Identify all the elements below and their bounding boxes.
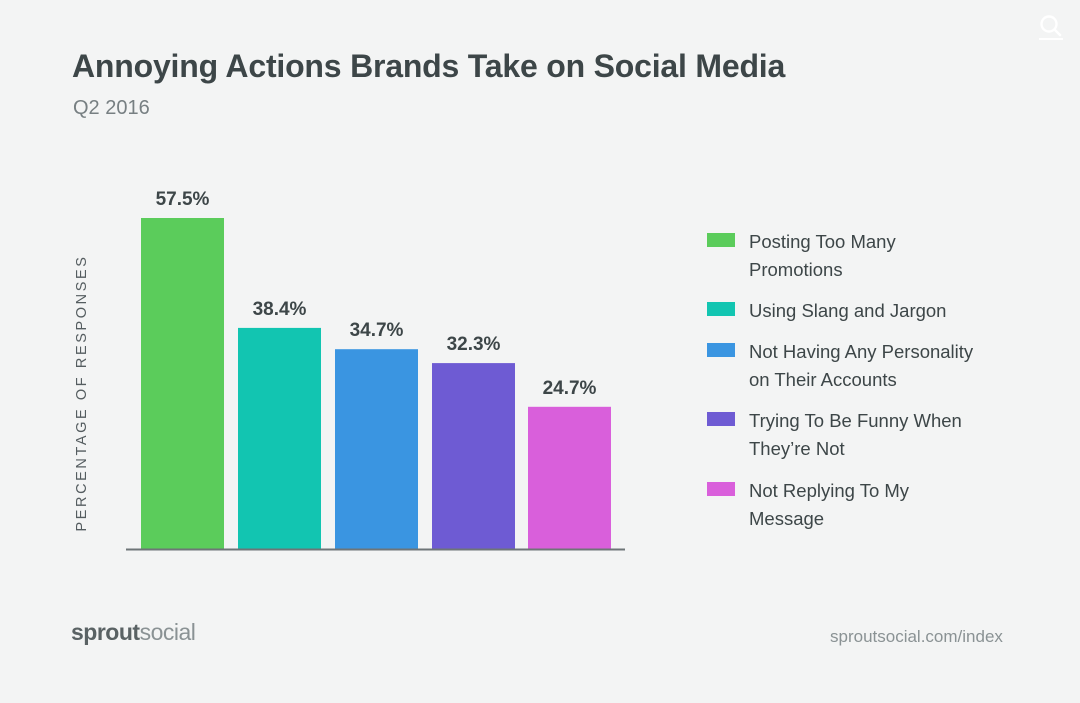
brand-logo-social: social xyxy=(139,619,196,645)
brand-logo: sproutsocial xyxy=(71,619,196,646)
bar-value-label-5: 24.7% xyxy=(543,378,597,399)
bar-5 xyxy=(528,406,611,549)
bar-value-label-4: 32.3% xyxy=(447,334,501,355)
legend-label-2: Using Slang and Jargon xyxy=(749,300,947,321)
bar-value-label-1: 57.5% xyxy=(156,189,210,210)
search-icon xyxy=(1039,15,1063,40)
bar-1 xyxy=(141,218,224,549)
legend-label-3: Not Having Any Personality on Their Accou… xyxy=(749,341,974,390)
brand-logo-sprout: sprout xyxy=(71,619,140,645)
bar-value-label-2: 38.4% xyxy=(253,299,307,320)
legend-label-5: Not Replying To My Message xyxy=(749,480,910,529)
bar-2 xyxy=(238,327,321,549)
legend-swatch-2 xyxy=(707,302,735,316)
legend-label-4: Trying To Be Funny When They’re Not xyxy=(749,410,962,459)
legend-swatch-4 xyxy=(707,412,735,426)
legend-swatch-3 xyxy=(707,343,735,357)
bar-3 xyxy=(335,349,418,549)
legend-swatch-5 xyxy=(707,482,735,496)
bar-4 xyxy=(432,363,515,549)
source-url: sproutsocial.com/index xyxy=(830,627,1003,646)
legend-label-1: Posting Too Many Promotions xyxy=(749,231,896,280)
chart-subtitle: Q2 2016 xyxy=(73,97,150,119)
legend-swatch-1 xyxy=(707,233,735,247)
chart-title: Annoying Actions Brands Take on Social M… xyxy=(72,48,786,84)
search-button[interactable] xyxy=(1036,12,1066,42)
bar-value-label-3: 34.7% xyxy=(350,320,404,341)
y-axis-label: PERCENTAGE OF RESPONSES xyxy=(74,254,90,531)
